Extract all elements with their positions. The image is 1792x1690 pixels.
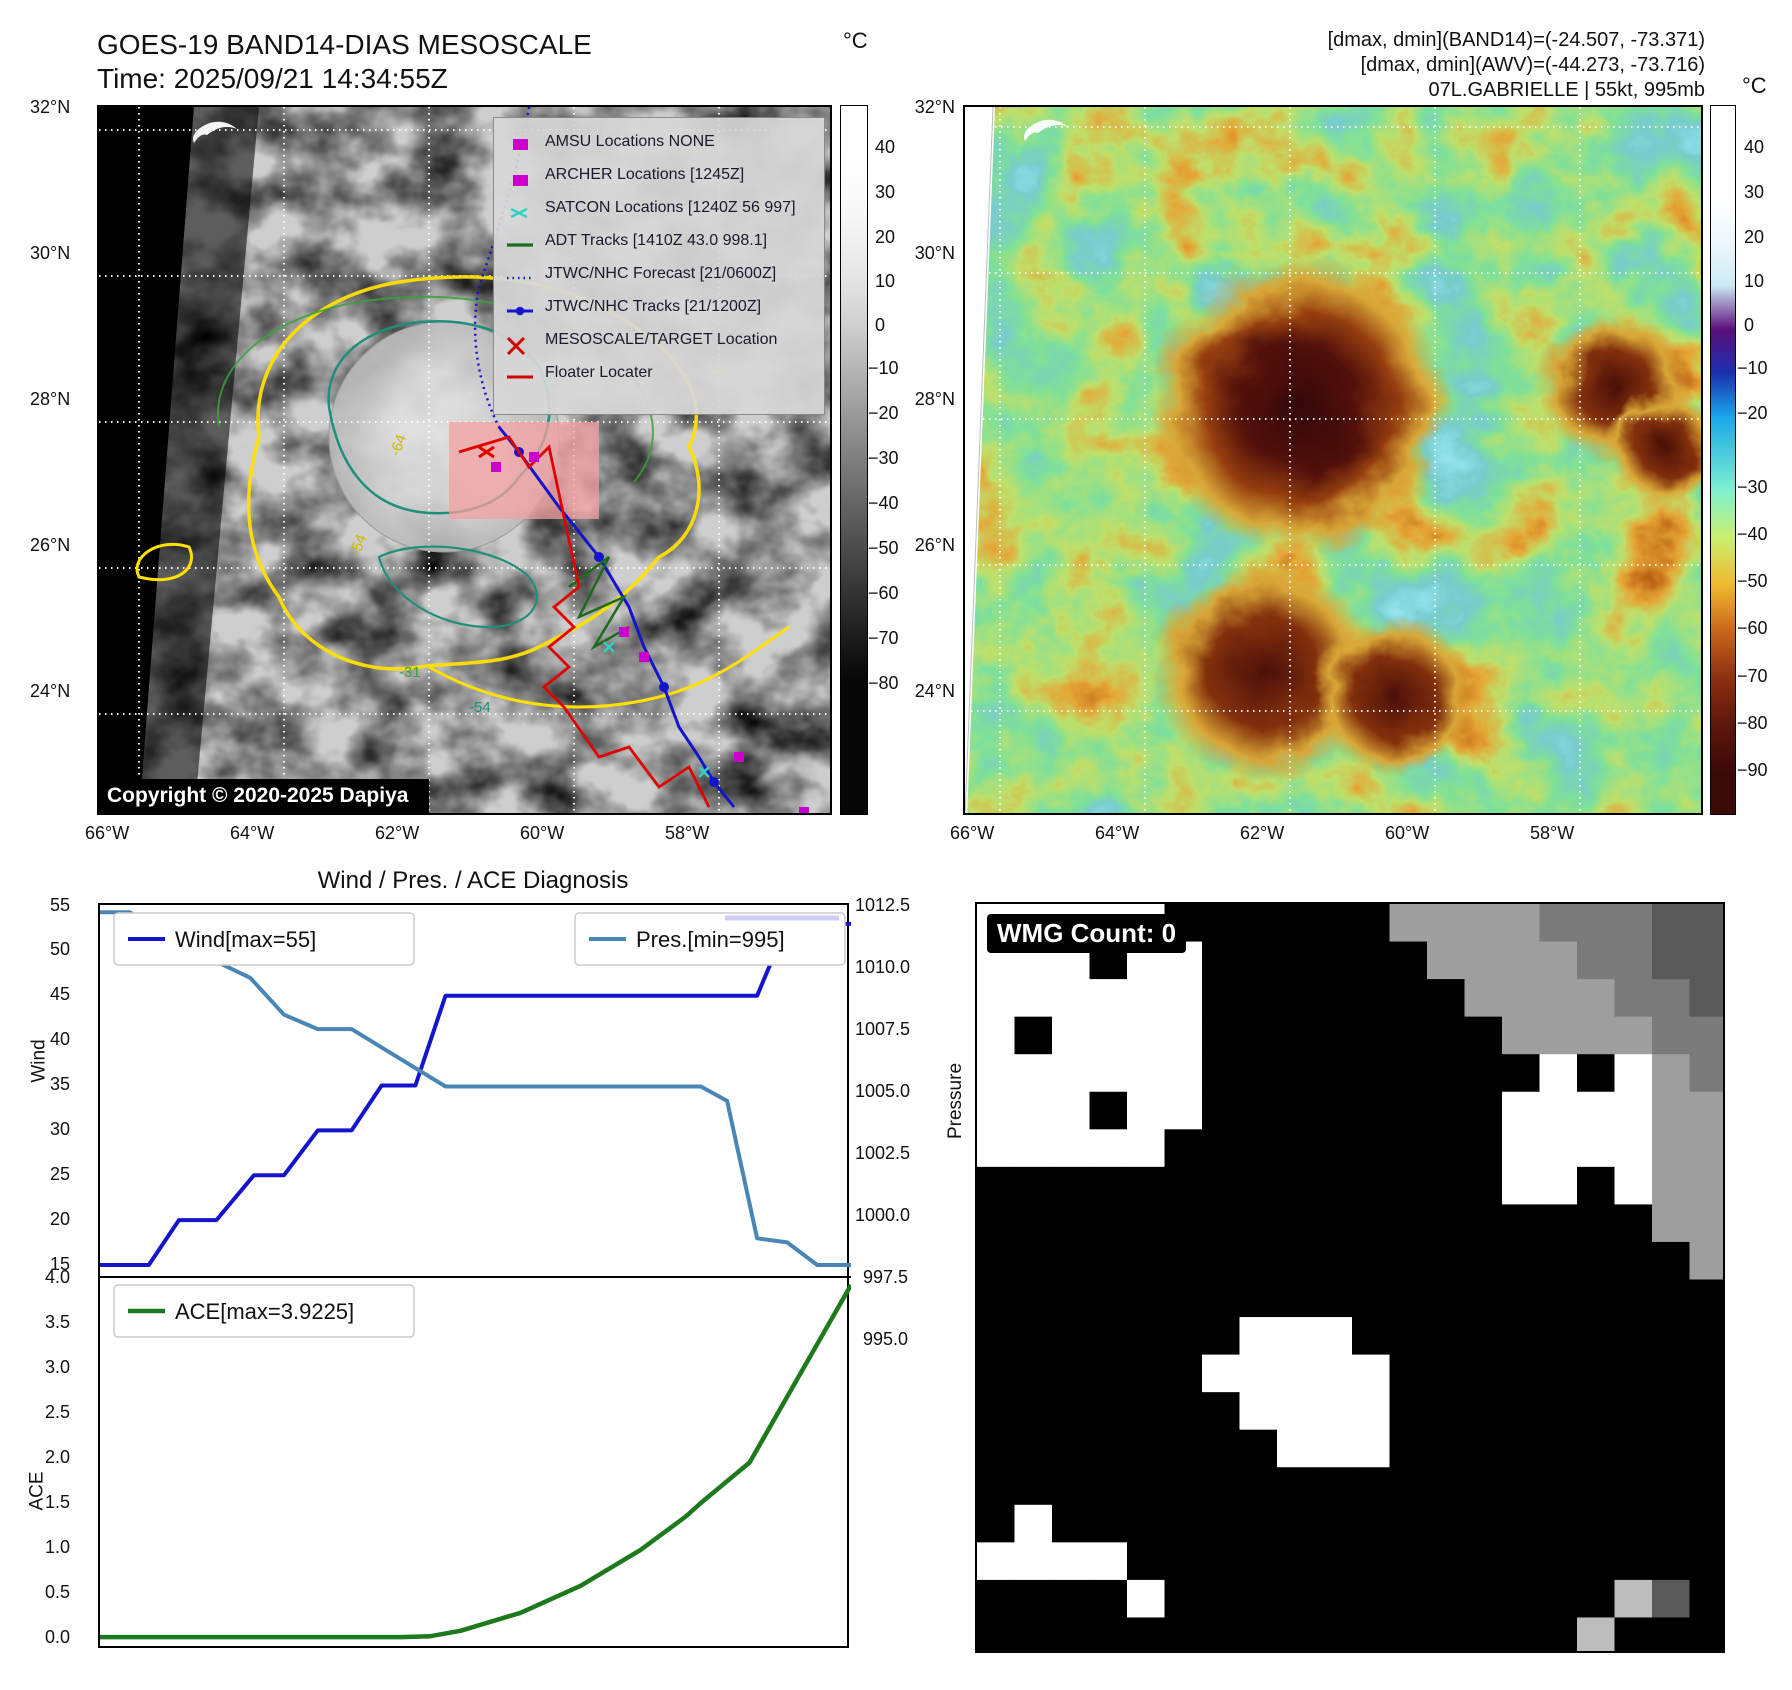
svg-text:ACE[max=3.9225]: ACE[max=3.9225] <box>175 1299 354 1324</box>
svg-text:Wind[max=55]: Wind[max=55] <box>175 927 316 952</box>
svg-text:Pres.[min=995]: Pres.[min=995] <box>636 927 785 952</box>
svg-text:-31: -31 <box>399 664 421 681</box>
svg-text:-54: -54 <box>469 699 491 716</box>
